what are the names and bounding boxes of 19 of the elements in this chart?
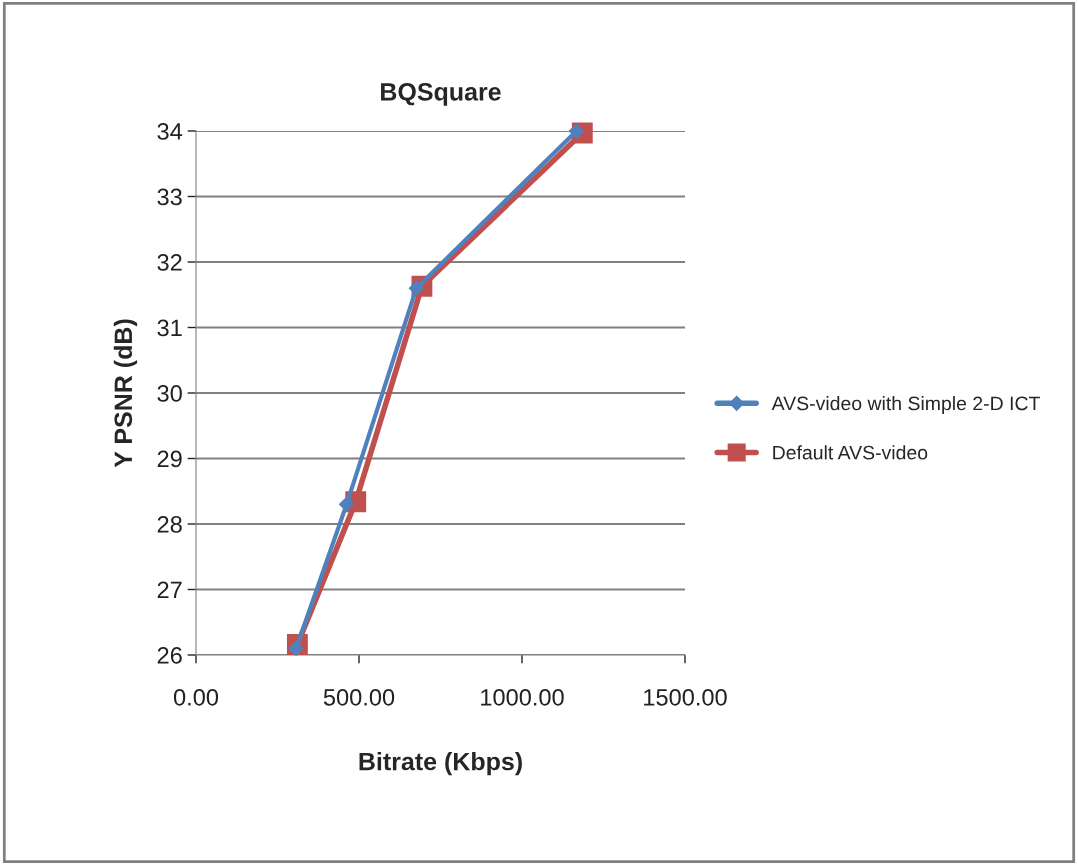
x-axis-title: Bitrate (Kbps) [359, 752, 522, 776]
point [339, 496, 355, 512]
x-tick-label: 500.00 [323, 688, 395, 706]
y-tick-label: 33 [157, 188, 182, 206]
y-tick-label: 32 [157, 254, 182, 271]
legend-label: AVS-video with Simple 2-D ICT [771, 396, 1040, 415]
chart-title: BQSquare [381, 82, 501, 106]
y-tick-label: 27 [157, 581, 182, 599]
y-axis-title: Y PSNR (dB) [113, 319, 138, 468]
y-tick-label: 28 [157, 516, 182, 533]
x-tick-label: 1000.00 [481, 688, 564, 706]
x-tick-label: 0.00 [173, 688, 219, 706]
x-tick-label: 1500.00 [644, 688, 727, 706]
y-tick-label: 34 [157, 123, 183, 140]
y-tick-label: 26 [157, 647, 182, 664]
legend-label: Default AVS-video [773, 445, 928, 460]
y-tick-label: 29 [157, 450, 182, 468]
y-tick-label: 30 [157, 385, 182, 402]
y-tick-label: 31 [157, 319, 182, 337]
